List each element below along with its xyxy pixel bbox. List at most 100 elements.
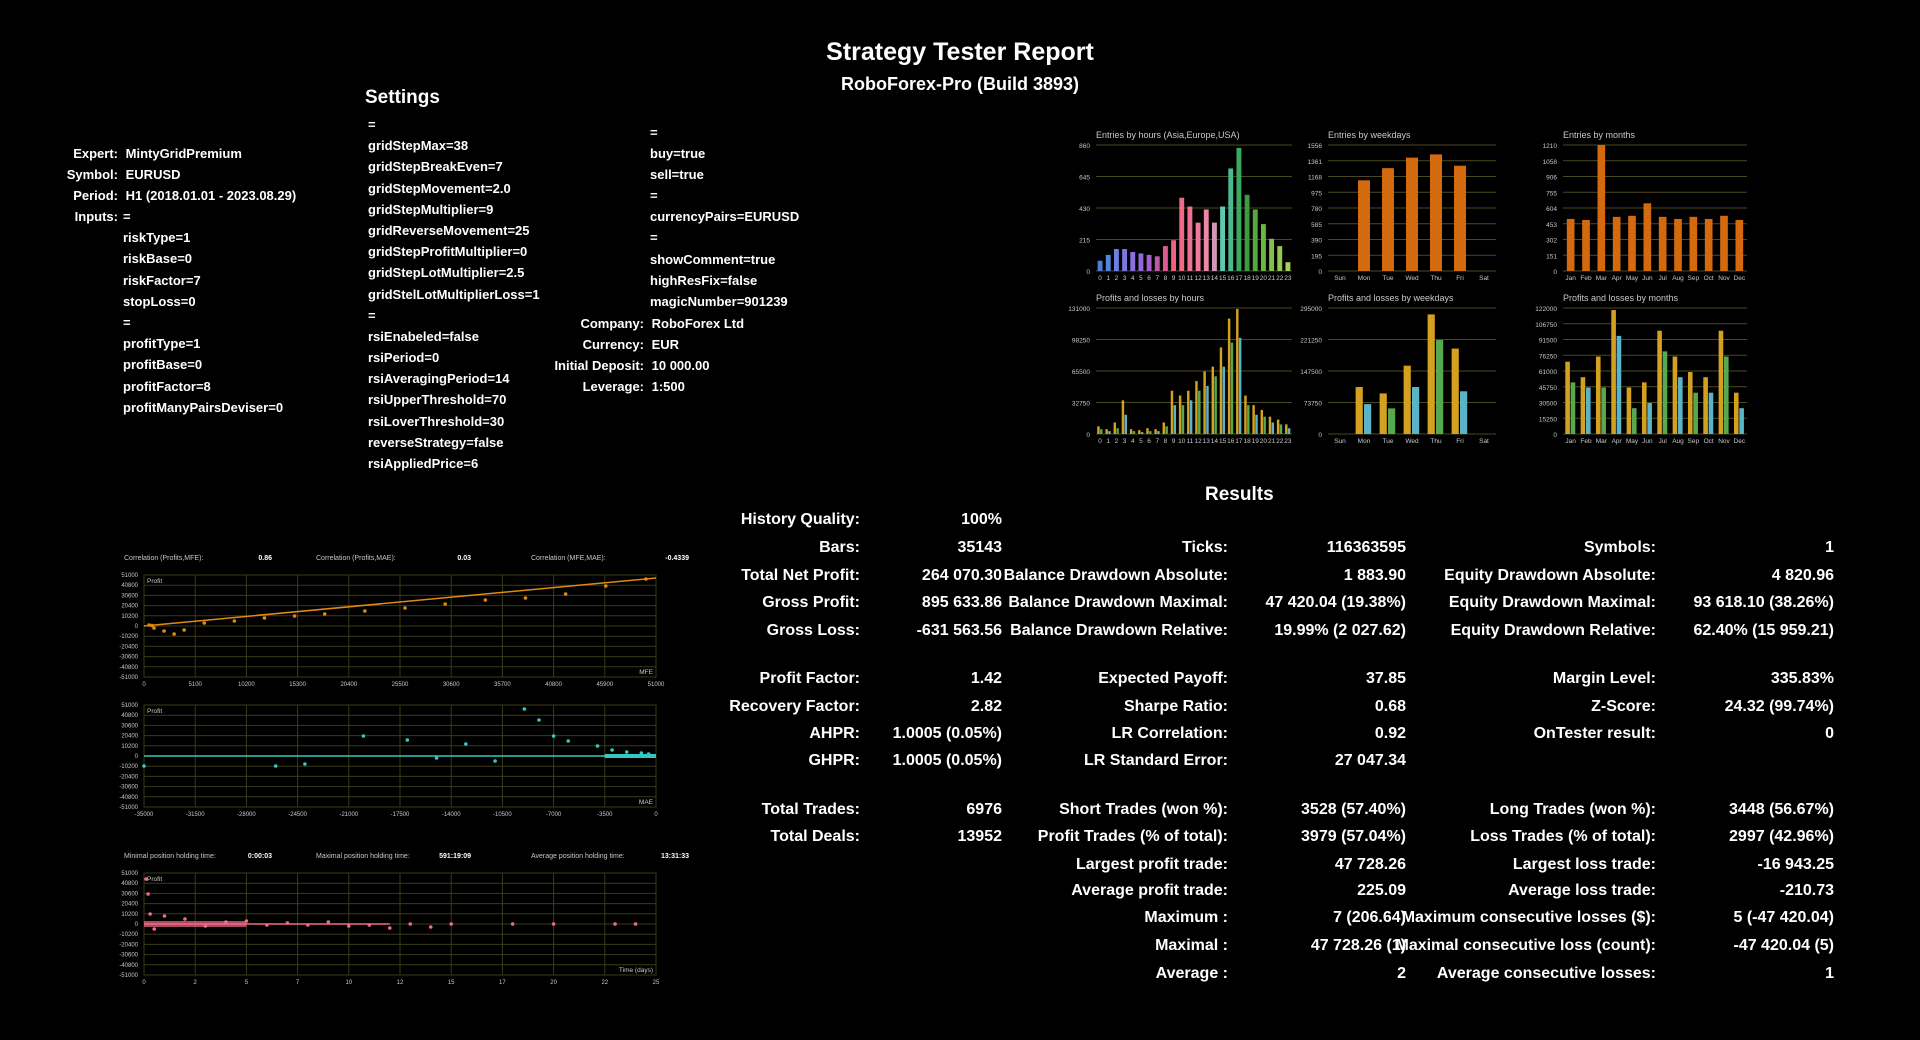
data-point [633,922,638,926]
symbol-value: EURUSD [125,167,181,182]
input-param: showComment=true [650,251,776,267]
x-tick-label: 16 [1227,275,1235,282]
x-tick-label: 3 [1123,275,1127,282]
chart-title: Entries by months [1563,130,1636,140]
data-point [142,764,146,768]
input-param: rsiUpperThreshold=70 [368,392,507,408]
x-tick-label: 9 [1172,438,1176,445]
x-tick-label: 4 [1131,275,1135,282]
y-tick-label: -40800 [119,963,138,969]
bar [1597,145,1606,271]
bar-loss [1616,335,1622,434]
y-tick-label: 390 [1311,238,1322,245]
x-tick-label: 16 [1227,438,1235,445]
bar-profit [1170,390,1174,434]
y-tick-label: -20400 [119,644,138,650]
result-c2-value: 3528 (57.40%) [1301,801,1406,818]
chart-title: Profit [147,876,162,883]
result-c1-value: 13952 [957,828,1003,845]
result-c1-label: Profit Factor: [759,670,860,687]
bar-loss [1198,390,1201,434]
x-tick-label: 1 [1106,275,1110,282]
x-tick-label: Feb [1580,275,1592,282]
data-point [566,739,571,743]
y-tick-label: 65500 [1072,369,1090,376]
bar [1566,218,1575,271]
bar-loss [1662,351,1668,434]
result-c3-value: 5 (-47 420.04) [1733,909,1834,926]
x-tick-label: -31500 [186,812,205,818]
header-label: Average position holding time: [531,853,625,860]
data-point [551,734,556,738]
y-tick-label: 0 [1086,269,1090,276]
settings-heading: Settings [365,87,440,108]
bar [1628,215,1636,271]
y-tick-label: 106750 [1535,322,1557,329]
x-tick-label: Sat [1479,438,1489,445]
bar [1277,246,1283,271]
bar-loss [1116,428,1119,434]
bar-profit [1718,330,1724,434]
bar-profit [1097,426,1100,434]
bar [1203,209,1209,271]
y-tick-label: 91500 [1539,338,1557,345]
bar-profit [1268,416,1272,434]
data-point [347,924,351,928]
bar-profit [1105,429,1108,434]
input-param: gridStepProfitMultiplier=0 [368,244,528,260]
x-tick-label: 19 [1252,275,1260,282]
y-tick-label: 0 [1318,432,1322,439]
x-tick-label: 0 [654,812,658,818]
bar-profit [1379,393,1387,434]
bar [1643,203,1652,271]
result-c2-label: Average : [1155,965,1228,982]
account-info: Company: RoboForex Ltd Currency: EUR Ini… [540,313,744,397]
currency-value: EUR [651,337,680,352]
result-c2-value: 116363595 [1326,539,1406,556]
x-axis-label: Time (days) [619,967,653,974]
input-param: rsiEnabeled=false [368,328,479,344]
result-c1-value: 264 070.30 [921,567,1002,584]
result-c3-value: -210.73 [1779,882,1834,899]
data-point [306,923,310,927]
y-tick-label: 585 [1311,222,1322,229]
x-tick-label: Thu [1430,438,1442,445]
data-point [172,632,176,636]
header-label: Correlation (MFE,MAE): [531,555,606,562]
data-point [493,759,497,763]
x-tick-label: -10500 [493,812,512,818]
y-tick-label: -40800 [119,795,138,801]
x-tick-label: Apr [1612,438,1623,445]
y-tick-label: 0 [1553,432,1557,439]
y-tick-label: -20400 [119,942,138,948]
data-point [624,750,629,754]
input-param: reverseStrategy=false [368,434,504,450]
result-c2-value: 37.85 [1365,670,1406,687]
bar-profit [1672,356,1678,434]
result-c2-label: Sharpe Ratio: [1123,698,1228,715]
x-tick-label: Nov [1718,275,1730,282]
result-c2-label: Maximal : [1155,937,1228,954]
bar [1171,240,1177,271]
result-c3-value: 24.32 (99.74%) [1724,698,1834,715]
bar-profit [1236,308,1239,434]
input-param: stopLoss=0 [123,293,196,309]
trend-line [143,577,657,627]
result-c2-value: 1 883.90 [1343,567,1406,584]
x-tick-label: -17500 [391,812,410,818]
expert-value: MintyGridPremium [125,146,242,161]
result-c3-label: Average loss trade: [1508,882,1656,899]
x-tick-label: 51000 [648,682,665,688]
header-label: Correlation (Profits,MFE): [124,555,203,562]
result-c3-value: 1 [1825,965,1834,982]
x-tick-label: Sun [1334,438,1346,445]
chart-title: Entries by hours (Asia,Europe,USA) [1096,130,1240,140]
data-point [639,751,644,755]
x-tick-label: 45900 [596,682,613,688]
bar [1252,209,1258,271]
y-tick-label: -30600 [119,655,138,661]
y-tick-label: 40800 [121,713,138,719]
result-c1-value: 1.42 [970,670,1002,687]
data-point [326,920,331,924]
chart-title: Profits and losses by weekdays [1328,293,1454,303]
